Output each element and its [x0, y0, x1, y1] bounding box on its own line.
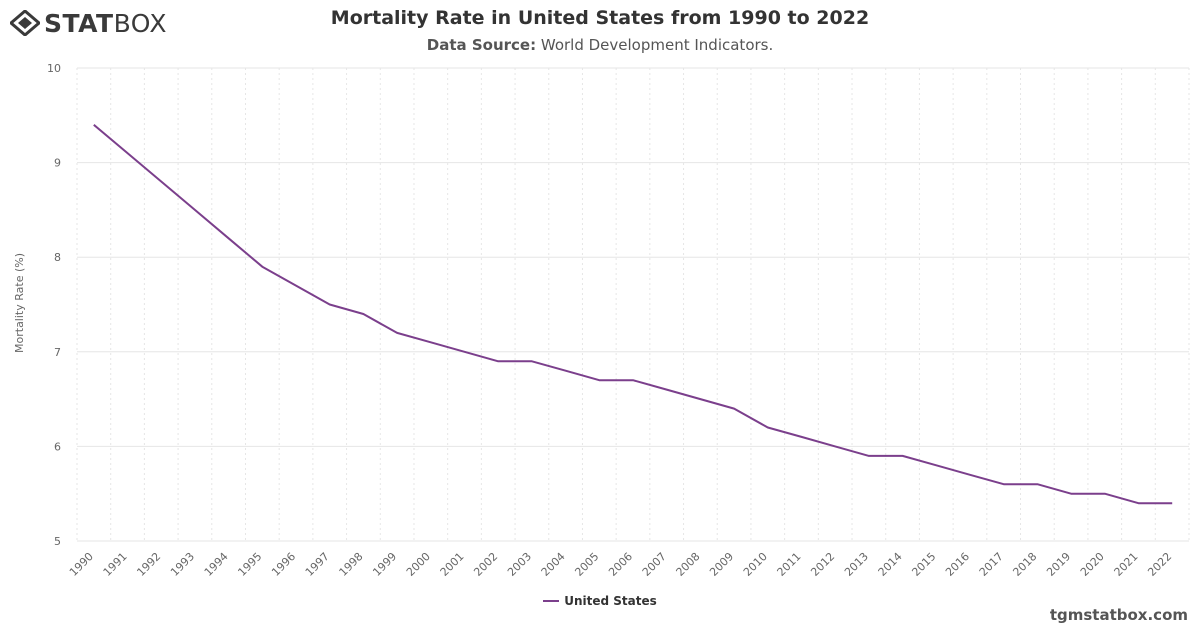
x-tick-label: 2007 — [640, 550, 669, 579]
legend-label: United States — [564, 594, 657, 608]
x-tick-label: 1991 — [101, 550, 130, 579]
y-axis-label: Mortality Rate (%) — [13, 253, 26, 353]
x-tick-label: 2004 — [539, 550, 568, 579]
x-tick-label: 2013 — [842, 550, 871, 579]
source-value: World Development Indicators. — [540, 36, 774, 54]
chart-title: Mortality Rate in United States from 199… — [330, 7, 870, 29]
y-tick-label: 6 — [54, 440, 61, 453]
x-tick-label: 1994 — [202, 550, 231, 579]
logo-text: STATBOX — [44, 9, 167, 38]
logo-text-bold: STAT — [44, 8, 114, 38]
x-tick-label: 1998 — [337, 550, 366, 579]
x-tick-label: 1992 — [134, 550, 163, 579]
legend-swatch — [543, 600, 560, 602]
y-tick-label: 5 — [54, 535, 61, 548]
y-tick-label: 10 — [47, 62, 61, 75]
statbox-logo: STATBOX — [10, 8, 167, 38]
x-tick-label: 1995 — [235, 550, 264, 579]
footer-site: tgmstatbox.com — [1049, 606, 1188, 624]
x-tick-label: 2018 — [1010, 550, 1039, 579]
chart-subtitle: Data Source: World Development Indicator… — [0, 36, 1200, 54]
y-tick-label: 7 — [54, 346, 61, 359]
x-tick-label: 1999 — [370, 550, 399, 579]
x-tick-label: 2005 — [572, 550, 601, 579]
x-tick-label: 2019 — [1044, 550, 1073, 579]
x-tick-label: 2020 — [1078, 550, 1107, 579]
x-tick-label: 2017 — [977, 550, 1006, 579]
x-tick-label: 2015 — [909, 550, 938, 579]
diamond-logo-icon — [10, 10, 40, 36]
series-line[interactable] — [93, 124, 1173, 505]
logo-text-light: BOX — [113, 8, 167, 38]
x-tick-label: 2008 — [674, 550, 703, 579]
x-tick-label: 2009 — [707, 550, 736, 579]
x-tick-label: 2003 — [505, 550, 534, 579]
x-tick-label: 2006 — [606, 550, 635, 579]
x-tick-label: 2011 — [775, 550, 804, 579]
series-layer — [93, 124, 1173, 505]
y-tick-label: 8 — [54, 251, 61, 264]
x-tick-label: 2010 — [741, 550, 770, 579]
x-tick-label: 2014 — [876, 550, 905, 579]
grid-layer — [76, 67, 1190, 542]
legend[interactable]: United States — [0, 594, 1200, 608]
y-tick-label: 9 — [54, 157, 61, 170]
x-tick-label: 1997 — [303, 550, 332, 579]
source-label: Data Source: — [426, 36, 537, 54]
x-tick-label: 2000 — [404, 550, 433, 579]
x-tick-label: 1996 — [269, 550, 298, 579]
x-tick-label: 2016 — [943, 550, 972, 579]
x-tick-label: 2022 — [1145, 550, 1174, 579]
x-tick-label: 2021 — [1112, 550, 1141, 579]
x-tick-label: 2001 — [438, 550, 467, 579]
x-tick-label: 1993 — [168, 550, 197, 579]
x-tick-label: 2002 — [471, 550, 500, 579]
x-tick-label: 2012 — [808, 550, 837, 579]
x-tick-label: 1990 — [67, 550, 96, 579]
